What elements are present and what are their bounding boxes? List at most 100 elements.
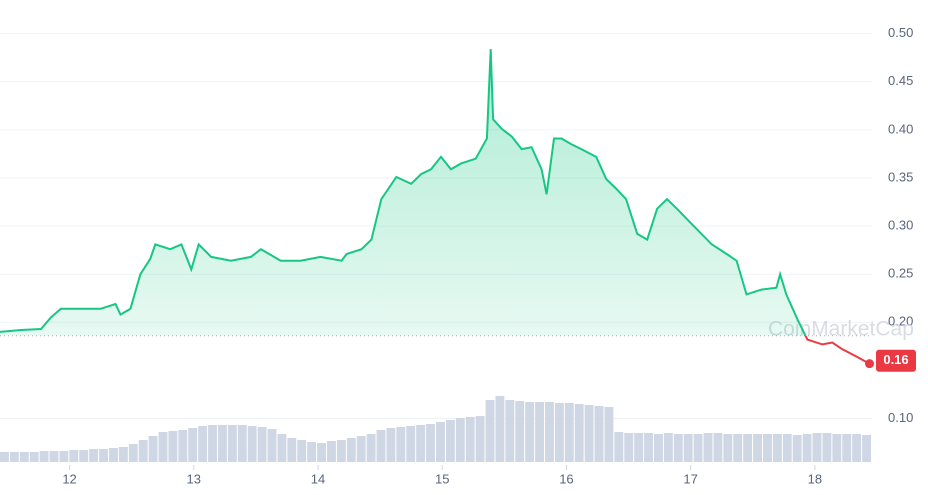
volume-bar (198, 426, 208, 462)
volume-bar (148, 436, 158, 462)
volume-bar (267, 429, 277, 462)
volume-bar (49, 451, 59, 462)
x-tick-label: 17 (683, 471, 697, 486)
volume-bar (336, 440, 346, 462)
volume-bar (763, 434, 772, 462)
x-tick-label: 12 (62, 471, 76, 486)
volume-bar (118, 447, 128, 462)
volume-bar (505, 400, 515, 462)
volume-bar (663, 433, 673, 462)
volume-bar (693, 434, 703, 462)
volume-bar (356, 436, 366, 462)
volume-bar (743, 434, 753, 462)
volume-bar (138, 440, 148, 462)
volume-bar (683, 434, 693, 462)
volume-bar (584, 405, 594, 462)
y-tick-label: 0.35 (888, 169, 913, 184)
y-tick-label: 0.50 (888, 25, 913, 40)
last-price-box (876, 349, 916, 372)
volume-bar (89, 449, 99, 462)
volume-bar (257, 427, 267, 462)
volume-bar (723, 434, 733, 462)
volume-bar (237, 425, 247, 462)
y-tick-label: 0.20 (888, 314, 913, 329)
volume-bar (535, 402, 544, 462)
x-tick-label: 13 (187, 471, 201, 486)
volume-bar (426, 424, 435, 462)
volume-bar (128, 444, 138, 462)
volume-bar (594, 406, 604, 462)
volume-bar (465, 417, 475, 462)
x-tick-label: 18 (808, 471, 822, 486)
volume-bar (852, 434, 862, 462)
volume-bar (59, 451, 69, 462)
volume-bar (525, 402, 535, 462)
volume-bar (862, 435, 871, 462)
volume-bar (327, 441, 336, 462)
volume-bar (445, 420, 455, 462)
volume-bar (227, 425, 237, 462)
volume-bar (485, 400, 495, 462)
volume-bar (713, 433, 723, 462)
volume-bar (0, 452, 9, 462)
y-tick-label: 0.10 (888, 410, 913, 425)
volume-bar (109, 448, 118, 462)
volume-bar (624, 433, 634, 462)
volume-bar (346, 438, 356, 462)
volume-bar (564, 403, 574, 462)
volume-bar (208, 425, 217, 462)
volume-bar (386, 428, 396, 462)
volume-bar (614, 432, 624, 462)
volume-bar (168, 431, 178, 462)
volume-bar (99, 449, 108, 462)
volume-bar (307, 442, 317, 462)
volume-bar (277, 434, 287, 462)
volume-bar (178, 430, 188, 462)
volume-bar (574, 404, 584, 462)
last-point (865, 359, 875, 369)
last-price-label: 0.16 (883, 352, 908, 367)
volume-bar (19, 452, 29, 462)
volume-bar (29, 452, 39, 462)
x-tick-label: 15 (435, 471, 449, 486)
volume-bar (297, 440, 307, 462)
volume-bar (792, 435, 802, 462)
volume-bar (495, 396, 505, 462)
volume-bar (218, 425, 227, 462)
volume-bar (396, 427, 406, 462)
volume-bar (406, 426, 416, 462)
x-tick-label: 14 (311, 471, 325, 486)
volume-bar (604, 407, 614, 462)
volume-bar (455, 418, 465, 462)
volume-bar (247, 426, 257, 462)
y-tick-label: 0.45 (888, 73, 913, 88)
volume-bar (644, 433, 653, 462)
volume-bar (802, 434, 812, 462)
volume-bar (733, 434, 743, 462)
y-tick-label: 0.40 (888, 121, 913, 136)
x-tick-label: 16 (559, 471, 573, 486)
volume-bar (634, 433, 644, 462)
volume-bar (703, 433, 713, 462)
volume-bar (515, 401, 525, 462)
volume-bar (9, 452, 19, 462)
volume-bar (188, 428, 198, 462)
volume-bar (436, 422, 445, 462)
y-tick-label: 0.25 (888, 266, 913, 281)
volume-bar (317, 443, 326, 462)
volume-bar (545, 402, 554, 462)
volume-bar (822, 433, 832, 462)
volume-bar (812, 433, 822, 462)
volume-bar (79, 450, 89, 462)
volume-bar (475, 416, 485, 462)
volume-bar (673, 434, 683, 462)
volume-bar (654, 434, 663, 462)
price-line-up (0, 49, 807, 336)
volume-bar (376, 430, 386, 462)
volume-bar (69, 450, 79, 462)
volume-bar (772, 434, 782, 462)
volume-bar (366, 434, 376, 462)
volume-bar (753, 434, 762, 462)
volume-bar (782, 434, 792, 462)
